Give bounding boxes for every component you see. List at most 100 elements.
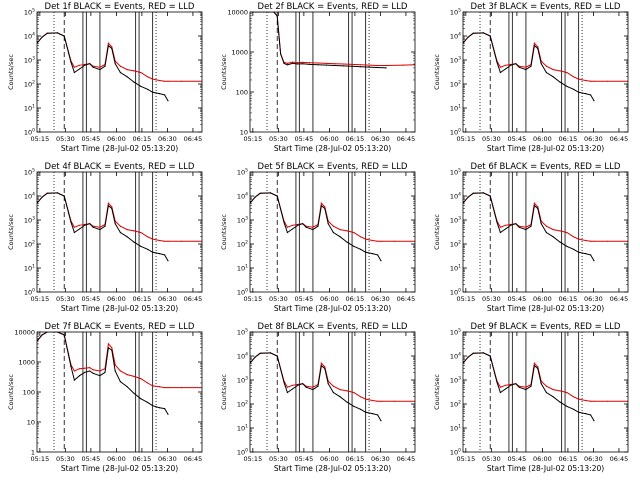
y-tick-label: 10000 xyxy=(227,9,248,17)
y-axis-label: Counts/sec xyxy=(220,54,228,90)
data-point-events xyxy=(377,66,379,69)
x-axis-label: Start Time (28-Jul-02 05:13:20) xyxy=(61,464,178,473)
data-point-lld xyxy=(147,236,149,238)
y-axis-label: Counts/sec xyxy=(433,374,441,410)
x-tick-label: 06:15 xyxy=(133,455,152,463)
data-point-events xyxy=(269,352,271,354)
series-lld-line xyxy=(250,352,415,402)
y-tick-label: 103 xyxy=(450,56,461,65)
series-events-line xyxy=(250,12,387,69)
plot-area xyxy=(463,172,628,292)
data-point-events xyxy=(467,356,469,358)
data-point-lld xyxy=(573,76,575,78)
data-point-events xyxy=(99,69,101,71)
x-tick-label: 06:45 xyxy=(184,135,203,143)
data-point-events xyxy=(545,71,548,74)
data-point-events xyxy=(320,365,322,367)
y-axis-label: Counts/sec xyxy=(7,54,15,90)
data-point-events xyxy=(518,226,520,228)
data-point-events xyxy=(346,241,348,243)
data-point-events xyxy=(496,61,498,63)
x-tick-label: 05:45 xyxy=(508,135,527,143)
y-tick-label: 101 xyxy=(24,264,35,273)
y-tick-label: 105 xyxy=(237,328,248,337)
x-axis-label: Start Time (28-Jul-02 05:13:20) xyxy=(274,144,391,153)
x-tick-label: 06:15 xyxy=(346,295,365,303)
panel-title: Det 7f BLACK = Events, RED = LLD xyxy=(45,322,195,332)
data-point-events xyxy=(152,405,154,407)
data-point-events xyxy=(56,192,59,194)
x-tick-label: 05:15 xyxy=(456,135,475,143)
data-point-events xyxy=(111,207,113,210)
data-point-events xyxy=(566,245,568,247)
data-point-events xyxy=(518,66,520,68)
data-point-events xyxy=(566,405,568,407)
data-point-lld xyxy=(593,80,595,82)
data-point-lld xyxy=(181,80,183,82)
data-point-lld xyxy=(360,396,362,398)
data-point-events xyxy=(360,248,362,250)
data-point-events xyxy=(559,241,561,243)
data-point-events xyxy=(573,248,575,250)
x-tick-label: 05:15 xyxy=(30,295,49,303)
series-lld-line xyxy=(463,192,628,242)
chart-panel-5: Det 5f BLACK = Events, RED = LLD Counts/s… xyxy=(220,162,416,313)
data-point-lld xyxy=(99,370,101,372)
chart-panel-4: Det 4f BLACK = Events, RED = LLD Counts/s… xyxy=(7,162,203,313)
x-tick-label: 05:15 xyxy=(456,295,475,303)
data-point-events xyxy=(92,372,94,374)
x-axis-label: Start Time (28-Jul-02 05:13:20) xyxy=(61,304,178,313)
data-point-events xyxy=(482,32,484,34)
x-tick-label: 05:45 xyxy=(508,455,527,463)
data-point-lld xyxy=(368,64,370,66)
data-point-events xyxy=(324,367,326,370)
data-point-events xyxy=(593,260,595,262)
data-point-events xyxy=(286,231,288,234)
y-tick-label: 102 xyxy=(450,400,461,409)
data-point-events xyxy=(584,93,587,95)
data-point-events xyxy=(126,236,128,238)
data-point-lld xyxy=(119,225,121,227)
data-point-lld xyxy=(343,63,345,65)
y-tick-label: 102 xyxy=(24,240,35,249)
data-point-events xyxy=(78,228,81,230)
x-tick-label: 06:30 xyxy=(158,455,177,463)
data-point-events xyxy=(312,229,314,231)
y-axis-label: Counts/sec xyxy=(433,54,441,90)
data-point-events xyxy=(525,229,527,231)
data-point-lld xyxy=(312,386,314,388)
data-point-lld xyxy=(291,224,294,226)
data-point-events xyxy=(147,88,149,90)
data-point-events xyxy=(286,391,288,394)
panel-title: Det 3f BLACK = Events, RED = LLD xyxy=(471,2,621,12)
x-tick-label: 05:45 xyxy=(82,295,101,303)
data-point-events xyxy=(578,91,580,93)
data-point-lld xyxy=(533,42,536,44)
data-point-events xyxy=(559,81,561,83)
data-point-events xyxy=(302,383,304,385)
chart-panel-2: Det 2f BLACK = Events, RED = LLD Counts/s… xyxy=(220,2,416,153)
data-point-events xyxy=(133,392,135,394)
y-tick-label: 103 xyxy=(450,376,461,385)
data-point-events xyxy=(63,334,65,336)
data-point-lld xyxy=(99,66,101,68)
data-point-events xyxy=(269,192,271,194)
data-point-events xyxy=(540,383,542,385)
data-point-lld xyxy=(99,226,101,228)
y-tick-label: 104 xyxy=(237,352,248,361)
data-point-lld xyxy=(545,225,548,227)
x-axis-label: Start Time (28-Jul-02 05:13:20) xyxy=(487,464,604,473)
x-axis-label: Start Time (28-Jul-02 05:13:20) xyxy=(61,144,178,153)
data-point-lld xyxy=(181,240,183,242)
data-point-lld xyxy=(133,375,135,377)
data-point-lld xyxy=(78,368,81,370)
data-point-events xyxy=(530,385,532,387)
data-point-events xyxy=(107,347,109,349)
data-point-events xyxy=(73,231,75,234)
x-axis-label: Start Time (28-Jul-02 05:13:20) xyxy=(487,304,604,313)
data-point-events xyxy=(590,414,592,416)
x-tick-label: 06:30 xyxy=(371,455,390,463)
data-point-lld xyxy=(324,206,326,208)
data-point-events xyxy=(305,386,307,388)
axes-frame xyxy=(36,331,203,453)
